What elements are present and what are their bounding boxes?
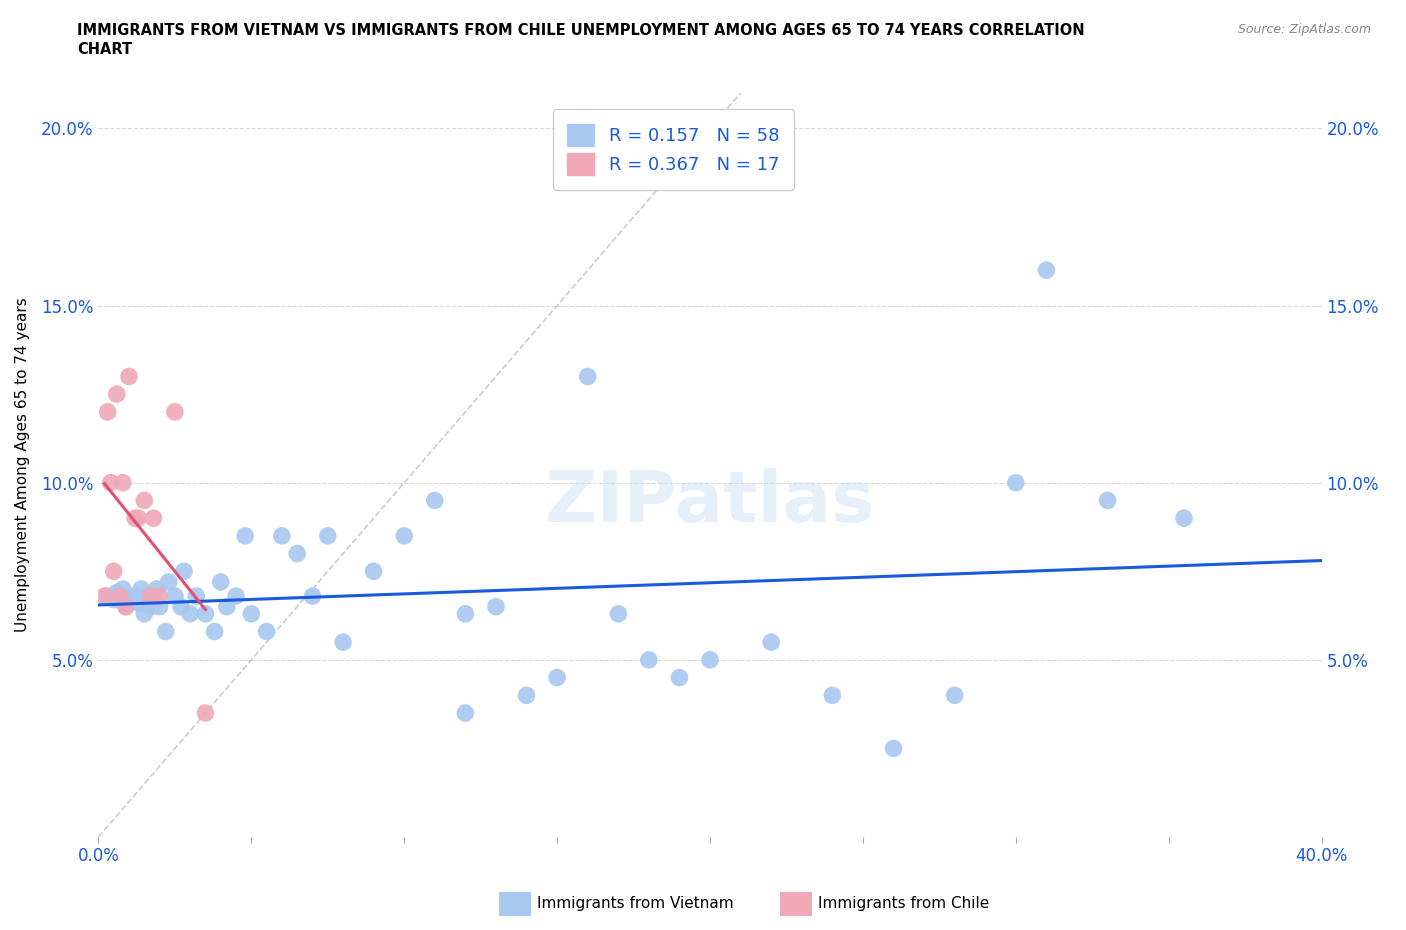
Point: [105, 585, 128, 600]
Point: [121, 592, 143, 607]
Point: [285, 546, 308, 561]
Point: [256, 624, 278, 639]
Point: [103, 592, 125, 607]
Point: [118, 589, 141, 604]
Y-axis label: Unemployment Among Ages 65 to 74 years: Unemployment Among Ages 65 to 74 years: [15, 298, 30, 632]
Point: [157, 575, 180, 590]
Point: [240, 606, 263, 621]
Point: [1035, 262, 1057, 277]
Point: [103, 564, 125, 578]
Point: [316, 528, 339, 543]
Point: [1173, 511, 1195, 525]
Point: [194, 706, 217, 721]
Point: [155, 624, 177, 639]
Point: [668, 671, 690, 685]
Point: [149, 589, 172, 604]
Point: [142, 511, 165, 525]
Point: [93, 589, 115, 604]
Point: [145, 581, 167, 596]
Point: [108, 592, 131, 607]
Point: [124, 589, 146, 604]
Point: [105, 387, 128, 402]
Point: [215, 599, 238, 614]
Point: [142, 592, 165, 607]
Text: ZIPatlas: ZIPatlas: [546, 468, 875, 537]
Point: [209, 575, 232, 590]
Point: [699, 653, 721, 668]
Point: [363, 564, 385, 578]
Point: [127, 511, 149, 525]
Point: [1004, 475, 1026, 490]
Point: [485, 599, 508, 614]
Point: [576, 369, 599, 384]
Point: [139, 589, 162, 604]
Point: [454, 706, 477, 721]
Point: [100, 475, 122, 490]
Point: [127, 596, 149, 611]
Point: [134, 493, 156, 508]
Text: CHART: CHART: [77, 42, 132, 57]
Point: [546, 671, 568, 685]
Point: [115, 599, 138, 614]
Text: Source: ZipAtlas.com: Source: ZipAtlas.com: [1237, 23, 1371, 36]
Point: [883, 741, 905, 756]
Legend: R = 0.157   N = 58, R = 0.367   N = 17: R = 0.157 N = 58, R = 0.367 N = 17: [553, 110, 794, 190]
Text: Immigrants from Chile: Immigrants from Chile: [818, 897, 990, 911]
Point: [163, 405, 186, 419]
Point: [97, 589, 120, 604]
Point: [111, 581, 134, 596]
Point: [108, 589, 131, 604]
Point: [136, 589, 159, 604]
Point: [423, 493, 446, 508]
Point: [170, 599, 193, 614]
Point: [129, 581, 152, 596]
Text: Immigrants from Vietnam: Immigrants from Vietnam: [537, 897, 734, 911]
Point: [179, 606, 201, 621]
Point: [1097, 493, 1119, 508]
Text: IMMIGRANTS FROM VIETNAM VS IMMIGRANTS FROM CHILE UNEMPLOYMENT AMONG AGES 65 TO 7: IMMIGRANTS FROM VIETNAM VS IMMIGRANTS FR…: [77, 23, 1085, 38]
Point: [124, 511, 146, 525]
Point: [111, 475, 134, 490]
Point: [759, 634, 782, 649]
Point: [115, 599, 138, 614]
Point: [301, 589, 323, 604]
Point: [186, 589, 208, 604]
Point: [233, 528, 256, 543]
Point: [134, 606, 156, 621]
Point: [943, 688, 966, 703]
Point: [270, 528, 292, 543]
Point: [516, 688, 538, 703]
Point: [607, 606, 630, 621]
Point: [637, 653, 661, 668]
Point: [332, 634, 354, 649]
Point: [225, 589, 247, 604]
Point: [139, 599, 162, 614]
Point: [97, 405, 120, 419]
Point: [392, 528, 416, 543]
Point: [821, 688, 844, 703]
Point: [454, 606, 477, 621]
Point: [118, 369, 141, 384]
Point: [149, 599, 172, 614]
Point: [163, 589, 186, 604]
Point: [204, 624, 226, 639]
Point: [173, 564, 195, 578]
Point: [194, 606, 217, 621]
